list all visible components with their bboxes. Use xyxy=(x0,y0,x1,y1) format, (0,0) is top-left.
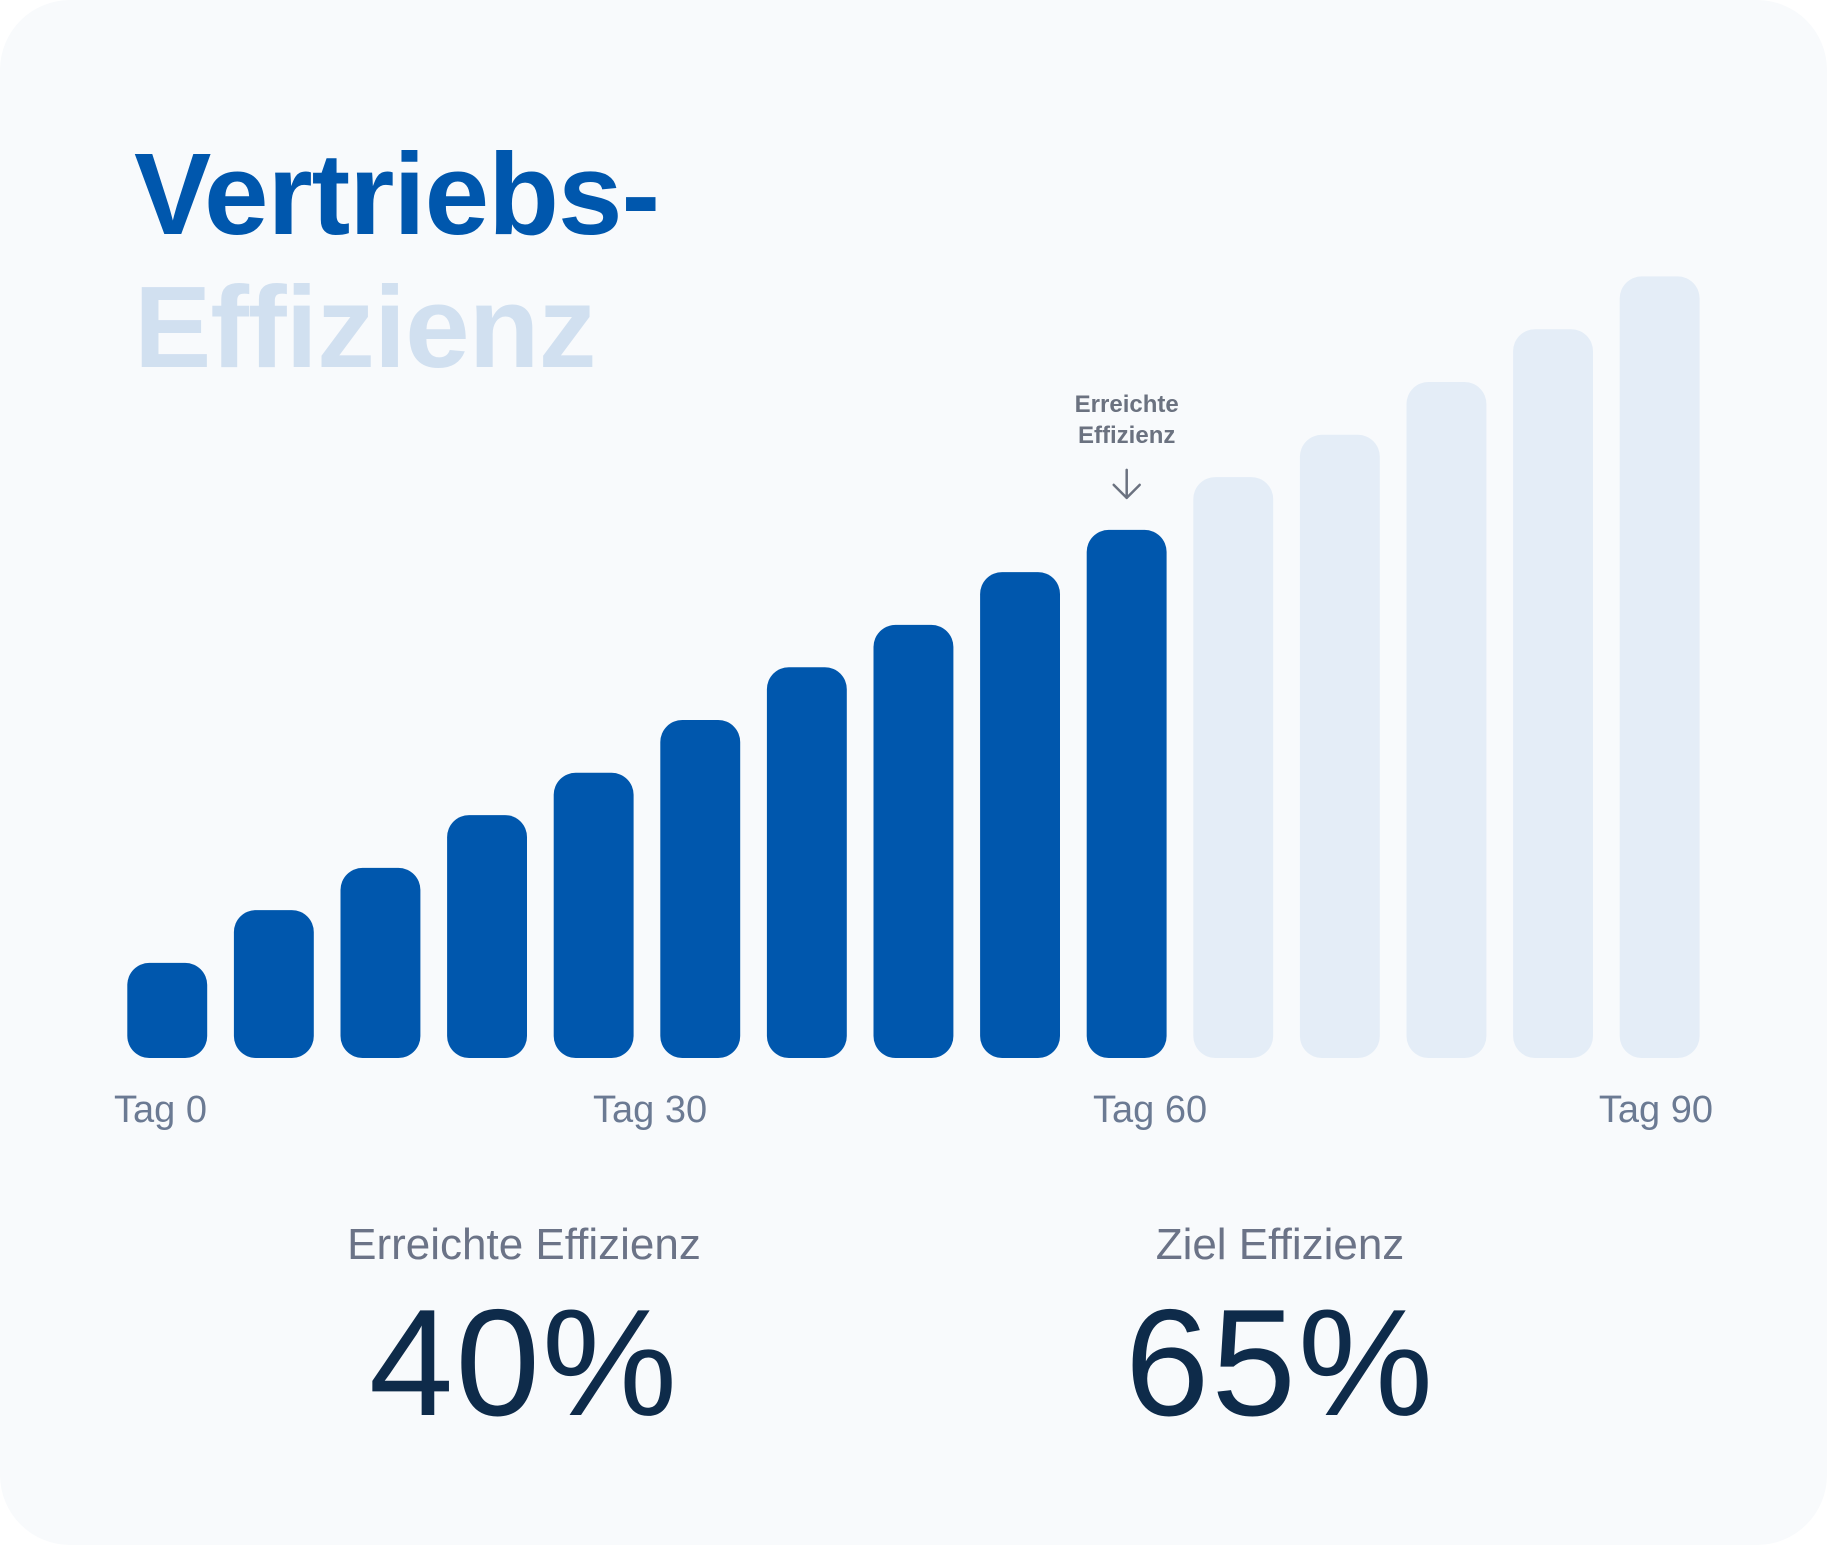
bar-achieved-6 xyxy=(766,667,847,1058)
bar-achieved-3 xyxy=(447,815,527,1058)
stat-target: Ziel Effizienz 65% xyxy=(930,1215,1630,1443)
bar-achieved-4 xyxy=(553,772,634,1058)
bar-achieved-1 xyxy=(233,910,314,1058)
bar-achieved-8 xyxy=(980,572,1060,1058)
arrow-down-icon xyxy=(1112,468,1141,500)
page-title: Vertriebs- Effizienz xyxy=(134,128,660,394)
stat-achieved-label: Erreichte Effizienz xyxy=(347,1220,701,1269)
bar-remaining-14 xyxy=(1619,276,1700,1058)
chart-annotation: Erreichte Effizienz xyxy=(1075,391,1179,500)
stat-target-value: 65% xyxy=(1124,1278,1436,1448)
annotation-text-line-1: Erreichte xyxy=(1075,391,1179,418)
bar-group xyxy=(127,276,1700,1059)
x-tick-label-3: Tag 90 xyxy=(1599,1089,1713,1131)
bar-achieved-7 xyxy=(873,624,954,1058)
x-tick-label-2: Tag 60 xyxy=(1093,1089,1207,1131)
bar-remaining-12 xyxy=(1406,382,1487,1058)
bar-remaining-11 xyxy=(1299,434,1380,1058)
bar-achieved-0 xyxy=(127,962,208,1058)
x-tick-label-0: Tag 0 xyxy=(114,1089,207,1131)
stat-achieved-value: 40% xyxy=(368,1278,680,1448)
annotation-text-line-2: Effizienz xyxy=(1078,422,1175,449)
x-tick-label-1: Tag 30 xyxy=(593,1089,707,1131)
stat-target-label: Ziel Effizienz xyxy=(1155,1220,1405,1269)
bar-achieved-2 xyxy=(340,867,421,1058)
bar-remaining-13 xyxy=(1513,329,1593,1058)
title-line-primary: Vertriebs- xyxy=(134,129,660,259)
title-line-secondary: Effizienz xyxy=(134,262,596,392)
bar-remaining-10 xyxy=(1193,477,1274,1059)
bar-achieved-5 xyxy=(660,720,741,1058)
stat-achieved: Erreichte Effizienz 40% xyxy=(174,1215,874,1443)
bar-achieved-9 xyxy=(1086,529,1167,1058)
x-axis-ticks: Tag 0 Tag 30 Tag 60 Tag 90 xyxy=(114,1089,1713,1131)
